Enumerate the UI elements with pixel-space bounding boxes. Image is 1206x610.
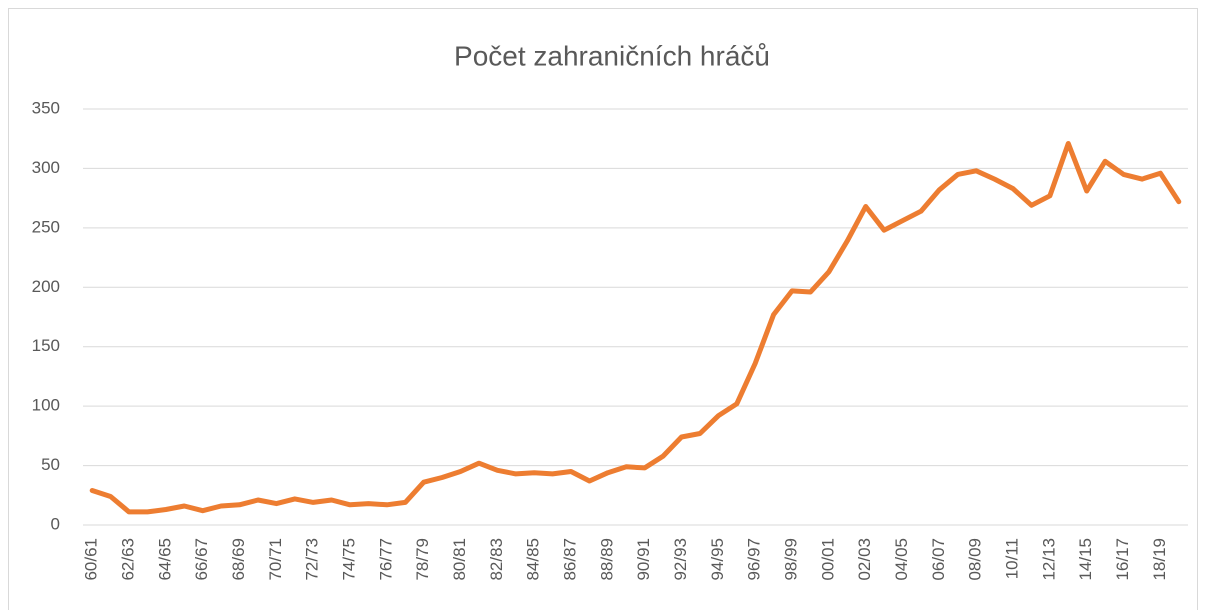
x-tick-label: 68/69: [229, 538, 248, 581]
x-tick-label: 84/85: [524, 538, 543, 581]
y-tick-label: 350: [32, 98, 60, 117]
x-tick-label: 70/71: [266, 538, 285, 581]
x-tick-label: 80/81: [450, 538, 469, 581]
x-tick-label: 94/95: [708, 538, 727, 581]
x-tick-label: 74/75: [340, 538, 359, 581]
x-tick-label: 90/91: [634, 538, 653, 581]
y-tick-label: 50: [41, 455, 60, 474]
x-tick-label: 10/11: [1003, 538, 1022, 579]
y-tick-label: 100: [32, 396, 60, 415]
y-tick-label: 250: [32, 217, 60, 236]
x-tick-label: 62/63: [119, 538, 138, 581]
x-tick-label: 96/97: [745, 538, 764, 581]
y-tick-label: 150: [32, 336, 60, 355]
x-tick-label: 64/65: [155, 538, 174, 581]
x-tick-label: 72/73: [303, 538, 322, 581]
x-tick-label: 76/77: [376, 538, 395, 581]
data-line: [89, 141, 1182, 515]
x-tick-label: 06/07: [929, 538, 948, 581]
x-tick-label: 88/89: [597, 538, 616, 581]
x-tick-label: 02/03: [855, 538, 874, 581]
x-tick-label: 04/05: [892, 538, 911, 581]
x-tick-label: 78/79: [413, 538, 432, 581]
x-tick-label: 18/19: [1150, 538, 1169, 581]
y-tick-label: 300: [32, 158, 60, 177]
x-tick-label: 14/15: [1076, 538, 1095, 581]
x-tick-label: 08/09: [966, 538, 985, 581]
x-tick-label: 66/67: [192, 538, 211, 581]
x-tick-label: 60/61: [82, 538, 101, 581]
y-tick-label: 0: [51, 514, 60, 533]
chart-title: Počet zahraničních hráčů: [454, 40, 770, 71]
x-tick-label: 82/83: [487, 538, 506, 581]
x-tick-label: 86/87: [561, 538, 580, 581]
x-tick-label: 12/13: [1039, 538, 1058, 581]
x-tick-label: 00/01: [818, 538, 837, 581]
x-tick-label: 98/99: [782, 538, 801, 581]
chart-border: [8, 8, 1198, 610]
x-tick-label: 16/17: [1113, 538, 1132, 581]
x-tick-label: 92/93: [671, 538, 690, 581]
y-tick-label: 200: [32, 277, 60, 296]
